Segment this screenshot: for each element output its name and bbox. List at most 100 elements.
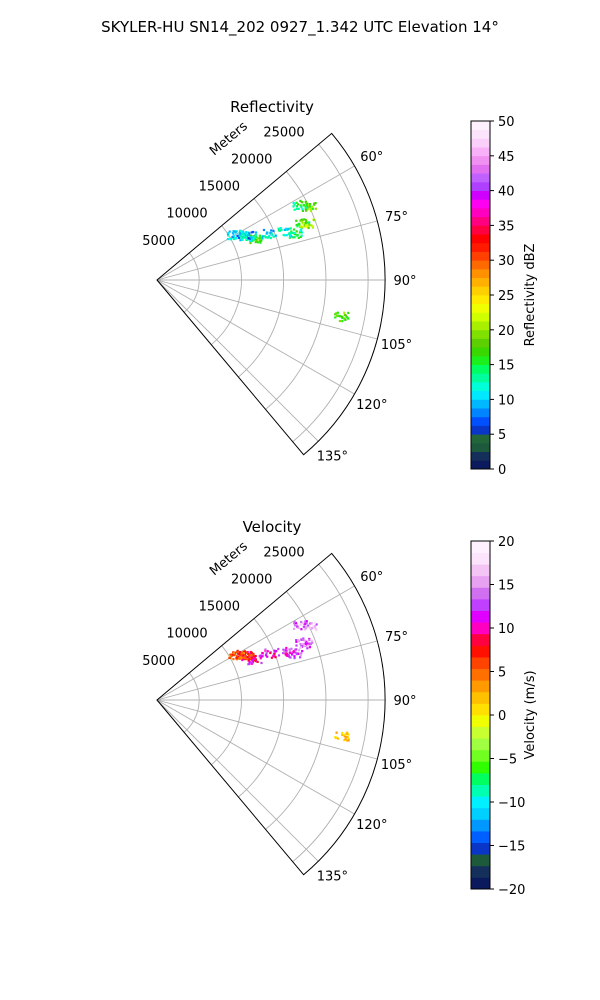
colorbar-tick-label: −10: [498, 796, 525, 811]
azimuth-tick-label: 105°: [381, 338, 412, 353]
echo-pixel: [241, 231, 245, 234]
colorbar-swatch: [471, 451, 490, 461]
echo-pixel: [304, 222, 307, 225]
echo-pixel: [295, 639, 298, 642]
echo-pixel: [301, 645, 304, 648]
echo-pixel: [314, 625, 317, 628]
range-tick-label: 5000: [142, 234, 175, 249]
colorbar-swatch: [471, 199, 490, 209]
echo-pixel: [299, 204, 302, 207]
echo-pixel: [285, 234, 288, 237]
echo-pixel: [297, 639, 300, 642]
echo-pixel: [346, 739, 349, 742]
echo-pixel: [239, 653, 242, 657]
echo-pixel: [228, 656, 231, 659]
colorbar-swatch: [471, 416, 490, 426]
echo-pixel: [346, 316, 349, 319]
echo-pixel: [305, 204, 308, 207]
echo-region: [301, 621, 318, 632]
colorbar-swatch: [471, 819, 490, 832]
echo-pixel: [305, 201, 308, 204]
echo-pixel: [295, 640, 298, 643]
echo-pixel: [295, 201, 298, 204]
echo-pixel: [311, 641, 314, 644]
echo-pixel: [289, 651, 292, 654]
echo-pixel: [313, 202, 316, 205]
range-tick-label: 20000: [231, 152, 272, 167]
echo-pixel: [306, 207, 309, 210]
echo-pixel: [296, 234, 299, 237]
colorbar-swatch: [471, 865, 490, 878]
echo-pixel: [302, 222, 305, 225]
echo-pixel: [249, 234, 252, 237]
echo-pixel: [307, 226, 310, 229]
echo-pixel: [300, 638, 303, 641]
echo-pixel: [280, 228, 283, 231]
echo-pixel: [249, 650, 252, 654]
colorbar-tick-label: 20: [498, 324, 515, 339]
colorbar-swatch: [471, 877, 490, 890]
echo-region: [299, 638, 314, 650]
echo-pixel: [297, 203, 300, 206]
echo-pixel: [268, 231, 271, 234]
echo-pixel: [245, 235, 248, 238]
echo-pixel: [292, 231, 295, 235]
echo-pixel: [293, 231, 296, 234]
echo-pixel: [343, 735, 346, 738]
colorbar-swatch: [471, 338, 490, 348]
range-ring: [211, 645, 242, 766]
echo-pixel: [288, 655, 291, 658]
echo-pixel: [303, 223, 306, 226]
range-ring: [211, 225, 242, 346]
colorbar-swatch: [471, 121, 490, 131]
echo-pixel: [239, 229, 242, 233]
colorbar-swatch: [471, 190, 490, 200]
range-tick-label: 25000: [263, 545, 304, 560]
echo-pixel: [226, 233, 230, 236]
echo-pixel: [347, 737, 350, 740]
colorbar-swatch: [471, 633, 490, 646]
echo-region: [289, 648, 304, 660]
echo-pixel: [277, 654, 281, 657]
azimuth-tick-label: 120°: [356, 398, 387, 413]
echo-pixel: [277, 227, 280, 230]
echo-pixel: [304, 207, 307, 210]
echo-pixel: [300, 628, 303, 631]
echo-pixel: [244, 657, 247, 660]
echo-pixel: [309, 208, 312, 211]
echo-pixel: [306, 644, 310, 647]
echo-pixel: [246, 234, 249, 237]
echo-pixel: [299, 643, 302, 646]
echo-pixel: [293, 208, 296, 211]
echo-pixel: [259, 240, 262, 243]
echo-pixel: [250, 656, 253, 659]
colorbar-swatch: [471, 408, 490, 418]
echo-pixel: [343, 739, 346, 742]
range-ring: [292, 144, 369, 443]
colorbar-label: Velocity (m/s): [523, 670, 538, 759]
colorbar-swatch: [471, 541, 490, 553]
echo-pixel: [292, 228, 296, 231]
echo-pixel: [302, 204, 305, 207]
echo-pixel: [272, 235, 275, 238]
echo-pixel: [249, 239, 252, 242]
echo-pixel: [244, 655, 247, 658]
echo-region: [292, 620, 308, 631]
echo-pixel: [270, 656, 273, 659]
echo-pixel: [272, 655, 275, 658]
echo-pixel: [250, 654, 253, 657]
echo-pixel: [241, 651, 244, 654]
echo-pixel: [278, 229, 281, 232]
echo-pixel: [238, 651, 242, 654]
echo-pixel: [300, 205, 303, 209]
echo-pixel: [300, 225, 303, 228]
range-ring: [292, 564, 369, 863]
colorbar-swatch: [471, 599, 490, 611]
azimuth-gridline: [156, 279, 355, 395]
echo-pixel: [305, 625, 308, 628]
echo-pixel: [301, 208, 304, 211]
echo-pixel: [274, 234, 277, 237]
echo-pixel: [314, 207, 317, 210]
echo-pixel: [346, 736, 349, 739]
colorbar-tick-label: 10: [498, 622, 515, 637]
